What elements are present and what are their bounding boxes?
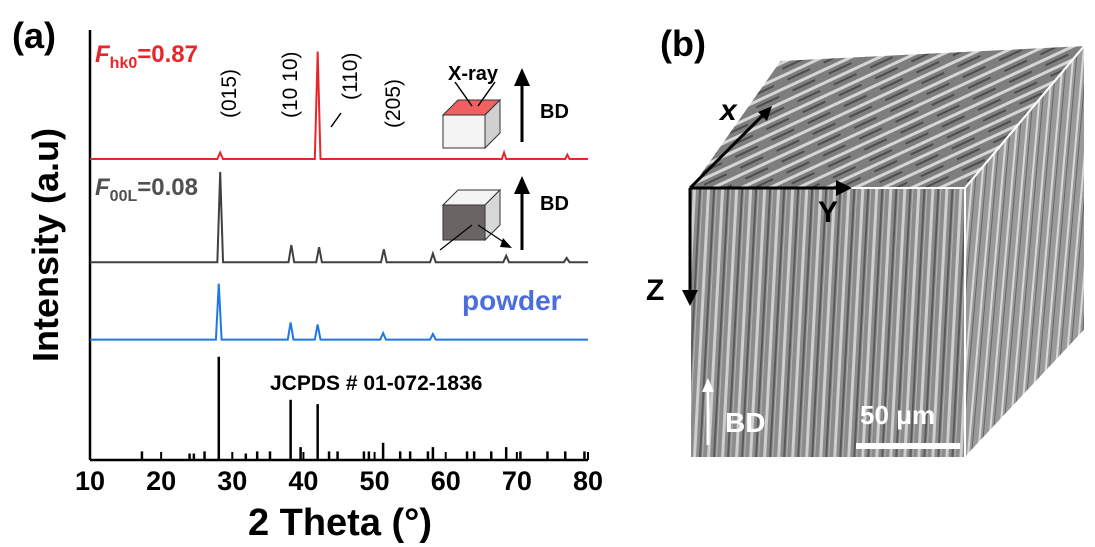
x-tick-label: 40 [288, 466, 318, 496]
panel-label: (b) [660, 23, 706, 64]
x-axis-title: 2 Theta (°) [248, 502, 432, 544]
series-label: F00L=0.08 [95, 174, 198, 205]
inset-top: X-ray BD [443, 63, 569, 148]
axis-label: Y [818, 196, 838, 229]
series-label: powder [462, 285, 562, 316]
peak-label: (015) [218, 69, 241, 118]
x-tick-label: 60 [431, 466, 461, 496]
y-axis-title: Intensity (a.u) [25, 128, 66, 362]
x-tick-label: 20 [146, 466, 176, 496]
series-label: Fhk0=0.87 [95, 41, 198, 72]
sem-cube: (b) x Y Z BD 50 μm [646, 23, 1085, 458]
peak-label: (10 10) [279, 51, 302, 118]
x-tick-label: 10 [75, 466, 105, 496]
axis-label: x [718, 94, 738, 127]
leader-line [331, 113, 341, 127]
inset-mid: BD [440, 176, 569, 250]
x-tick-label: 80 [573, 466, 603, 496]
series-label: JCPDS # 01-072-1836 [270, 372, 482, 395]
peak-label: (205) [382, 79, 405, 128]
bd-label: BD [725, 407, 765, 438]
xrd-plot: (a) 2 Theta (°) Intensity (a.u) Fhk0=0.8… [12, 15, 603, 544]
x-tick-label: 30 [217, 466, 247, 496]
inset-label: BD [540, 101, 569, 123]
panel-label: (a) [12, 15, 56, 56]
x-tick-label: 50 [360, 466, 390, 496]
axis-label: Z [646, 274, 664, 307]
scale-bar-label: 50 μm [860, 400, 935, 430]
inset-label: X-ray [448, 63, 499, 85]
peak-label: (110) [339, 53, 362, 100]
x-tick-label: 70 [502, 466, 532, 496]
figure: (a) 2 Theta (°) Intensity (a.u) Fhk0=0.8… [0, 0, 1095, 547]
inset-label: BD [540, 193, 569, 215]
